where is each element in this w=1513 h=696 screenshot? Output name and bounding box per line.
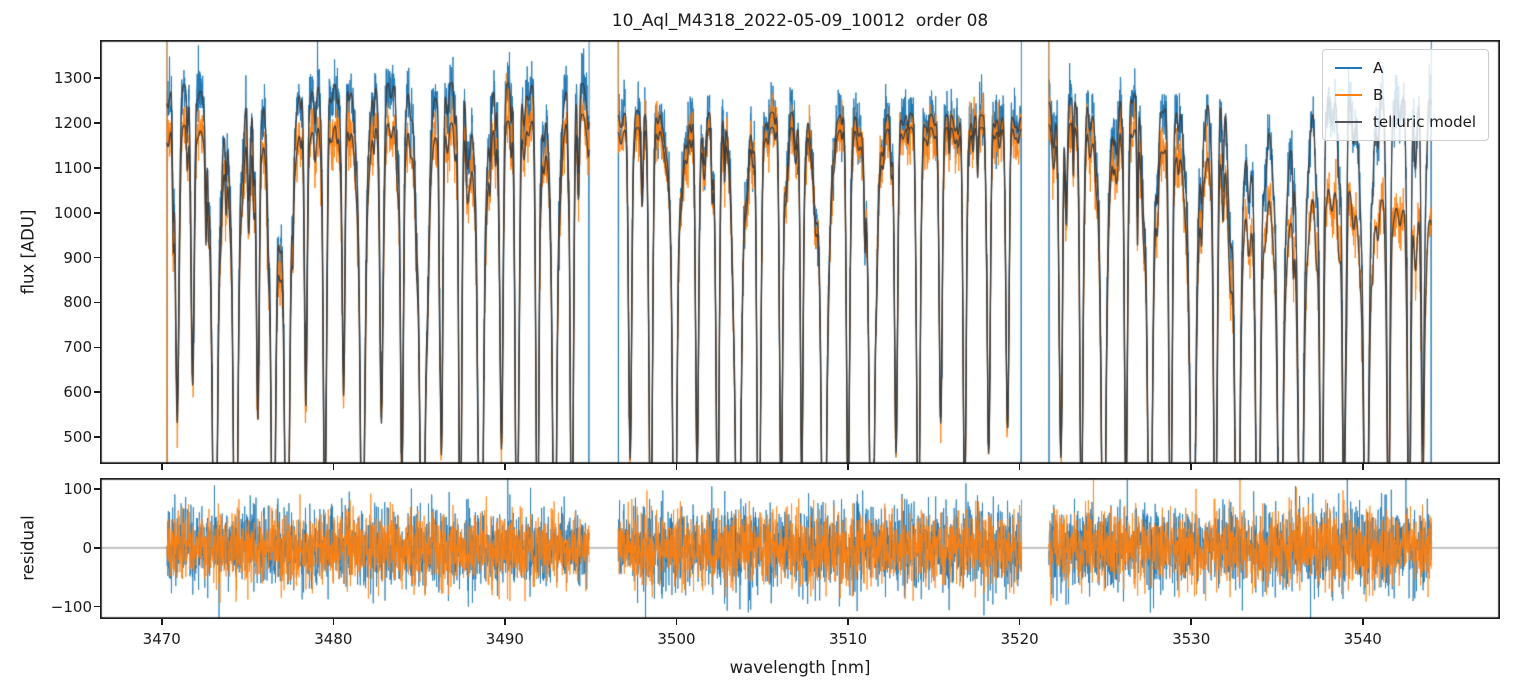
y-tick-mark (94, 436, 100, 438)
y-tick-label: −100 (50, 597, 92, 616)
x-tick-mark (504, 464, 506, 470)
y-tick-mark (94, 346, 100, 349)
residual-plot-canvas (100, 478, 1500, 619)
x-tick-label: 3500 (657, 630, 696, 648)
legend-label-a: A (1372, 59, 1384, 77)
x-tick-label: 3520 (1000, 630, 1039, 648)
y-tick-label: 800 (63, 293, 92, 312)
y-tick-label: 600 (63, 383, 92, 402)
x-tick-mark (504, 619, 506, 625)
y-tick-mark (94, 77, 100, 79)
x-tick-label: 3540 (1343, 630, 1382, 648)
y-tick-mark (94, 391, 100, 393)
x-tick-label: 3470 (142, 630, 181, 648)
flux-panel: A B telluric model (100, 40, 1500, 464)
y-tick-label: 1000 (53, 203, 92, 222)
x-tick-mark (675, 464, 678, 470)
x-tick-label: 3510 (828, 630, 868, 648)
y-tick-label: 0 (82, 538, 92, 557)
chart-title: 10_Aql_M4318_2022-05-09_10012 order 08 (611, 11, 989, 31)
y-tick-mark (94, 605, 100, 608)
y-tick-label: 500 (63, 428, 92, 447)
x-tick-mark (332, 464, 335, 470)
x-tick-mark (847, 619, 849, 625)
x-tick-mark (1190, 619, 1192, 625)
x-axis-label: wavelength [nm] (729, 658, 871, 677)
legend-item-b: B (1334, 84, 1476, 106)
residual-panel (100, 478, 1500, 619)
x-tick-mark (1361, 464, 1364, 470)
flux-plot-canvas (100, 40, 1500, 464)
legend-line-a-icon (1334, 67, 1362, 69)
legend: A B telluric model (1321, 49, 1489, 141)
x-tick-mark (160, 464, 163, 470)
x-tick-mark (332, 619, 335, 625)
x-tick-mark (1018, 619, 1021, 625)
legend-label-telluric: telluric model (1372, 113, 1476, 131)
legend-label-b: B (1372, 86, 1384, 104)
y-tick-label: 1200 (53, 114, 92, 132)
x-tick-mark (675, 619, 678, 625)
y-tick-mark (94, 167, 100, 169)
y-tick-label: 1300 (53, 69, 92, 88)
y-tick-mark (94, 211, 100, 214)
y-tick-mark (94, 256, 100, 259)
x-tick-label: 3490 (485, 630, 524, 648)
y-tick-label: 900 (63, 248, 92, 267)
legend-line-b-icon (1334, 94, 1362, 96)
x-tick-mark (1018, 464, 1021, 470)
x-tick-label: 3480 (314, 630, 353, 648)
y-tick-mark (94, 301, 100, 304)
x-tick-mark (1190, 464, 1192, 470)
x-tick-mark (1361, 619, 1364, 625)
x-tick-mark (847, 464, 849, 470)
legend-item-telluric-model: telluric model (1334, 111, 1476, 133)
y-tick-label: 700 (63, 338, 92, 357)
y-tick-mark (94, 488, 100, 490)
legend-item-a: A (1334, 57, 1476, 79)
y-tick-mark (94, 547, 100, 549)
y-tick-label: 1100 (53, 158, 92, 177)
legend-line-telluric-icon (1334, 121, 1362, 123)
x-tick-label: 3530 (1172, 630, 1211, 648)
y-tick-mark (94, 122, 100, 124)
x-tick-mark (160, 619, 163, 625)
y-tick-label: 100 (63, 480, 92, 499)
